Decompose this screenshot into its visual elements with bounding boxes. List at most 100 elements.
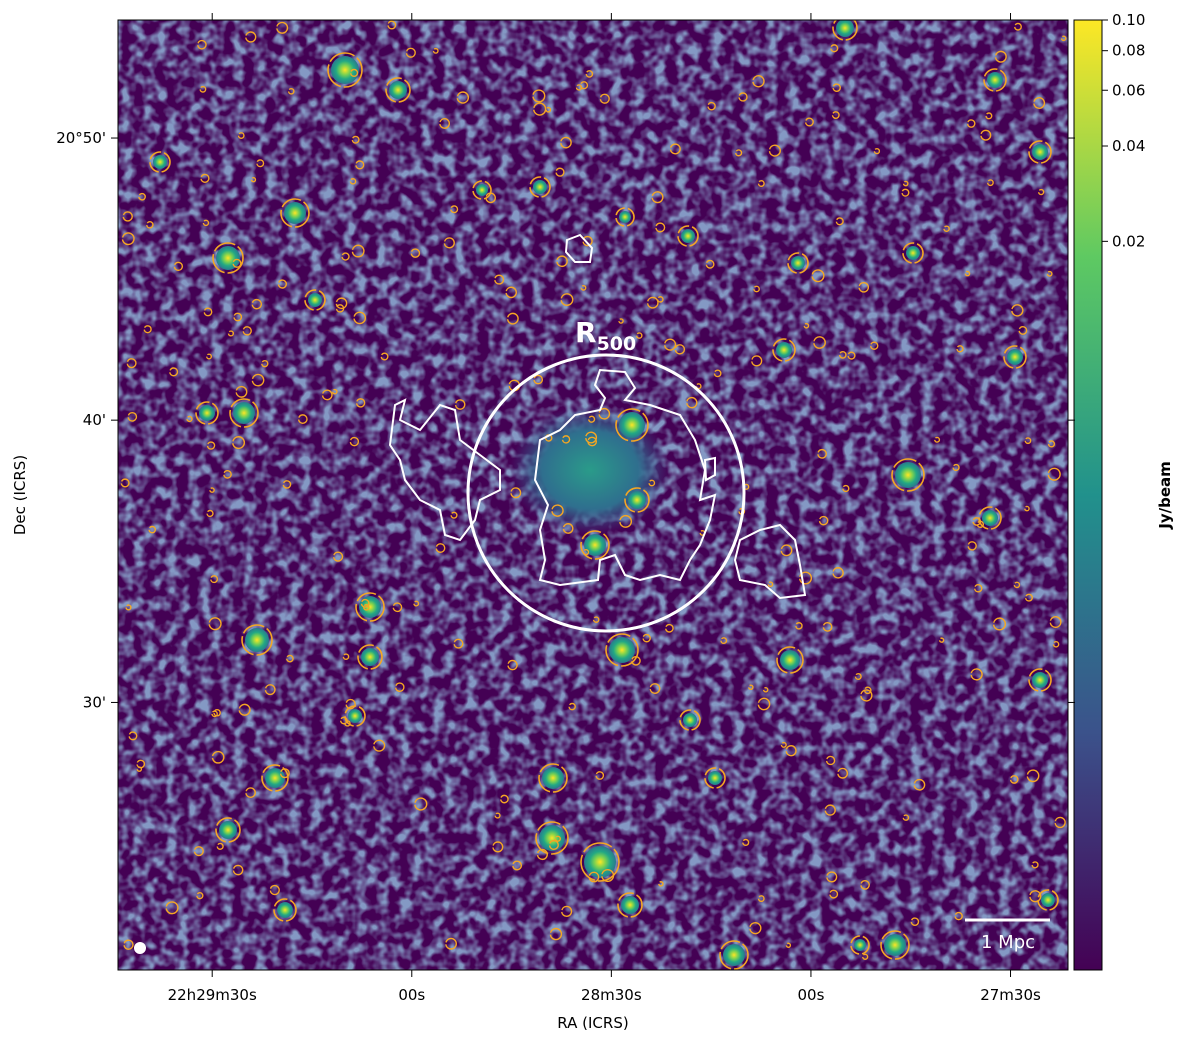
noise-contour [822, 621, 833, 632]
source-contour [719, 940, 749, 970]
noise-contour [261, 359, 269, 368]
noise-contour [264, 684, 276, 696]
noise-contour [913, 778, 926, 791]
noise-contour [332, 388, 338, 395]
colorbar-tick-label: 0.06 [1112, 81, 1145, 99]
noise-contour [200, 173, 210, 183]
noise-contour [494, 274, 505, 285]
noise-contour [631, 655, 641, 666]
source [723, 944, 745, 966]
noise-contour [831, 111, 840, 120]
noise-contour [405, 47, 416, 58]
noise-contour [445, 937, 457, 950]
noise-contour [245, 787, 256, 799]
noise-contour [825, 755, 836, 766]
source [621, 896, 639, 914]
noise-contour [804, 117, 814, 127]
noise-contour [986, 179, 994, 187]
noise-contour [585, 70, 594, 78]
noise-contour [582, 548, 590, 556]
source [906, 246, 920, 260]
source [1032, 144, 1048, 160]
noise-contour [233, 312, 243, 322]
source [584, 846, 616, 878]
source [776, 342, 792, 358]
source [1007, 349, 1023, 365]
noise-contour [751, 355, 763, 367]
source-contour [983, 68, 1007, 92]
noise-contour [651, 191, 664, 204]
noise-contour [121, 232, 135, 246]
noise-contour [223, 469, 232, 479]
noise-contour [973, 583, 983, 593]
scale-bar-label: 1 Mpc [981, 932, 1035, 953]
noise-contour [205, 353, 213, 360]
source [219, 821, 237, 839]
source-contour [580, 530, 610, 560]
source-contour [149, 151, 171, 173]
colorbar-label: Jy/beam [1156, 461, 1174, 530]
noise-contour [549, 927, 563, 941]
noise-contour [353, 311, 367, 325]
noise-contour [767, 581, 774, 588]
noise-contour [560, 136, 572, 149]
noise-contour [753, 285, 760, 293]
source-contour [902, 242, 924, 264]
noise-contour [835, 217, 844, 226]
noise-contour [351, 135, 360, 144]
source [584, 534, 606, 556]
noise-contour [512, 860, 523, 871]
noise-contour [560, 293, 574, 307]
noise-contour [169, 367, 179, 377]
source-contour [535, 821, 569, 855]
noise-contour [203, 307, 213, 317]
source-contour [1028, 668, 1052, 692]
source [389, 81, 407, 99]
source-contour [327, 52, 363, 88]
noise-contour [910, 917, 920, 926]
diffuse-emission [510, 405, 670, 535]
y-tick-label: 40' [83, 411, 106, 429]
noise-contour [985, 112, 993, 120]
noise-contour [494, 812, 501, 819]
noise-contour [588, 871, 600, 883]
source-contour [677, 225, 699, 247]
noise-contour [695, 383, 702, 390]
noise-contour [360, 598, 370, 608]
source-contour [615, 207, 635, 227]
noise-contour [568, 702, 576, 711]
noise-contour [146, 221, 154, 229]
noise-contour [686, 396, 698, 409]
source [361, 648, 379, 666]
noise-contour [507, 659, 518, 671]
noise-contour [674, 344, 686, 355]
noise-contour [227, 330, 235, 337]
noise-contour [967, 541, 977, 551]
noise-contour [970, 668, 983, 681]
noise-contour [120, 478, 130, 488]
source-contour [261, 764, 289, 792]
noise-contour [335, 304, 345, 313]
noise-contour [838, 351, 847, 359]
noise-contour [231, 436, 246, 450]
noise-contour [256, 159, 265, 168]
noise-contour [1013, 581, 1021, 589]
x-tick-label: 00s [797, 986, 824, 1004]
source-contour [1028, 140, 1052, 164]
noise-contour [342, 653, 350, 660]
source [542, 767, 564, 789]
noise-contour [738, 92, 748, 102]
noise-contour [392, 602, 403, 613]
noise-contour [869, 341, 879, 350]
noise-contour [209, 487, 215, 493]
noise-contour [1018, 325, 1028, 335]
noise-contour [127, 411, 138, 422]
noise-contour [1049, 616, 1062, 629]
noise-contour [1024, 505, 1030, 512]
noise-contour [976, 520, 985, 529]
noise-contour [707, 101, 716, 111]
noise-contour [599, 93, 610, 104]
noise-contour [548, 839, 559, 851]
noise-contour [456, 91, 470, 104]
source-contour [624, 487, 650, 513]
